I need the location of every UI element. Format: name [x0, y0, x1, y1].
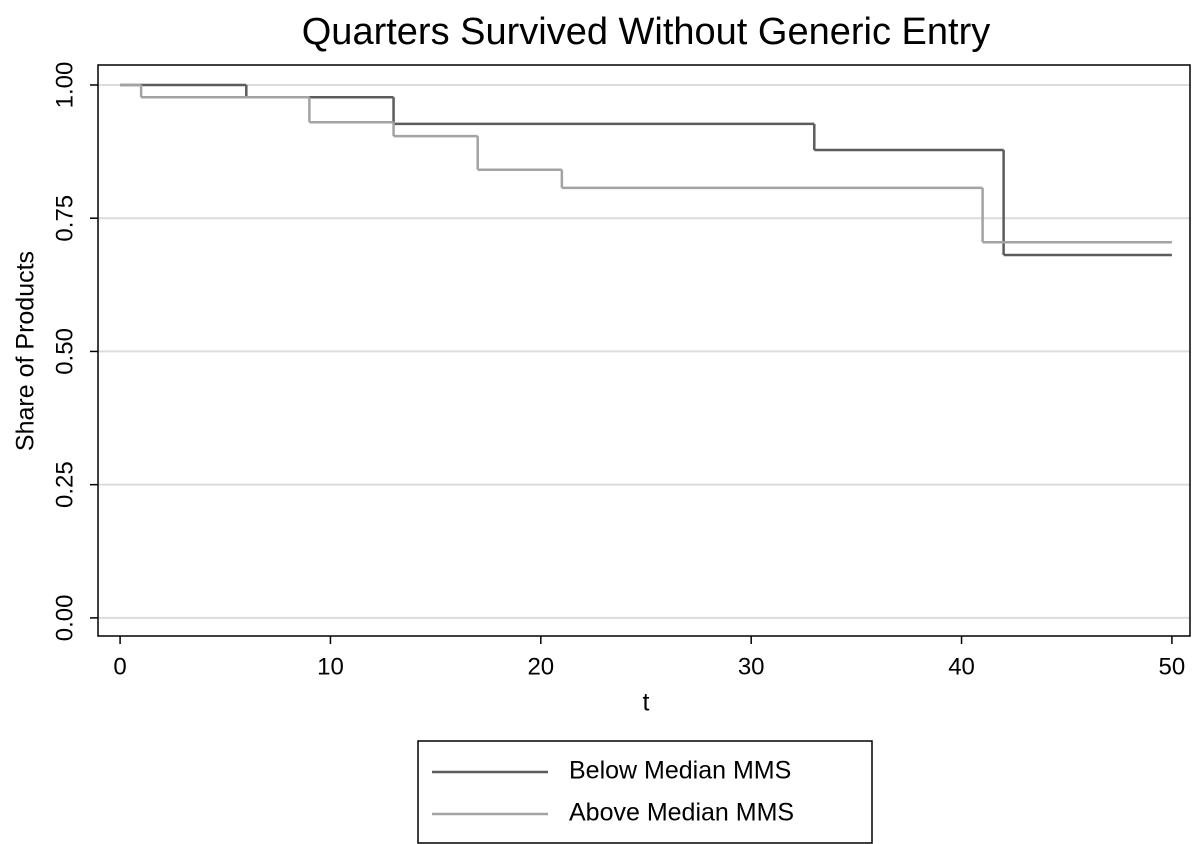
y-tick-label: 0.00	[51, 595, 78, 642]
legend-box	[417, 740, 873, 844]
plot-frame	[97, 64, 1191, 637]
x-tick-label: 30	[738, 653, 765, 680]
y-tick-label: 1.00	[51, 62, 78, 109]
x-axis-title: t	[643, 689, 650, 717]
y-tick-label: 0.25	[51, 461, 78, 508]
y-tick-label: 0.50	[51, 328, 78, 375]
x-tick-label: 10	[317, 653, 344, 680]
x-tick-label: 20	[527, 653, 554, 680]
x-tick-label: 0	[113, 653, 126, 680]
legend-label: Above Median MMS	[569, 799, 794, 827]
x-tick-label: 40	[948, 653, 975, 680]
y-tick-label: 0.75	[51, 195, 78, 242]
legend-label: Below Median MMS	[569, 757, 791, 785]
chart-title: Quarters Survived Without Generic Entry	[302, 11, 990, 53]
y-axis-title: Share of Products	[12, 251, 40, 451]
x-tick-label: 50	[1159, 653, 1186, 680]
